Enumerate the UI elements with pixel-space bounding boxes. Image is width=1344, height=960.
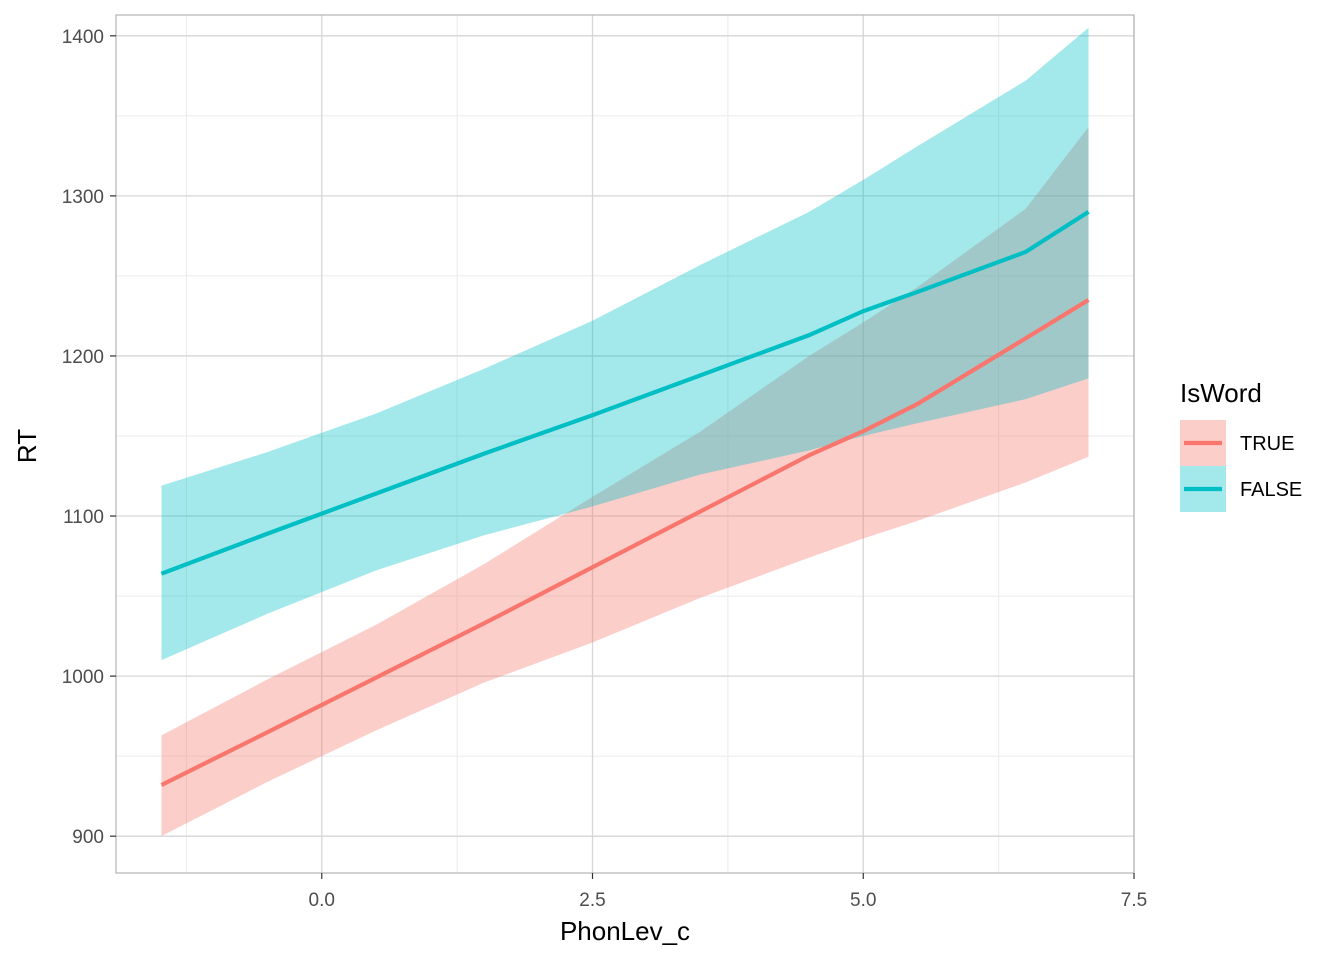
legend-label: FALSE bbox=[1240, 479, 1302, 501]
y-tick-label: 1000 bbox=[62, 667, 104, 688]
legend-item-true: TRUE bbox=[1180, 420, 1294, 466]
x-tick-label: 0.0 bbox=[309, 890, 335, 911]
legend-items: TRUE FALSE bbox=[1180, 420, 1302, 512]
y-tick-label: 1400 bbox=[62, 27, 104, 48]
y-tick-label: 1300 bbox=[62, 187, 104, 208]
legend: IsWord TRUE FALSE bbox=[1180, 378, 1302, 512]
ribbon-true bbox=[161, 127, 1089, 837]
y-axis-ticks: 900 1000 1100 1200 1300 1400 bbox=[62, 27, 116, 848]
x-tick-label: 2.5 bbox=[579, 890, 605, 911]
legend-label: TRUE bbox=[1240, 433, 1294, 455]
x-tick-label: 7.5 bbox=[1121, 890, 1147, 911]
series-lines bbox=[160, 210, 1090, 787]
minor-gridlines bbox=[116, 15, 1134, 873]
x-axis-ticks: 0.0 2.5 5.0 7.5 bbox=[309, 873, 1147, 911]
ribbon-false bbox=[161, 27, 1089, 661]
plot-panel-border bbox=[115, 14, 1135, 874]
y-tick-label: 1200 bbox=[62, 347, 104, 368]
x-axis-title: PhonLev_c bbox=[560, 916, 690, 946]
legend-title: IsWord bbox=[1180, 378, 1262, 408]
confidence-ribbons bbox=[161, 27, 1089, 837]
line-true bbox=[160, 298, 1090, 787]
line-false bbox=[160, 210, 1090, 576]
legend-item-false: FALSE bbox=[1180, 466, 1302, 512]
x-tick-label: 5.0 bbox=[850, 890, 876, 911]
y-axis-title: RT bbox=[12, 429, 42, 463]
y-tick-label: 1100 bbox=[63, 507, 104, 528]
y-tick-label: 900 bbox=[72, 827, 104, 848]
